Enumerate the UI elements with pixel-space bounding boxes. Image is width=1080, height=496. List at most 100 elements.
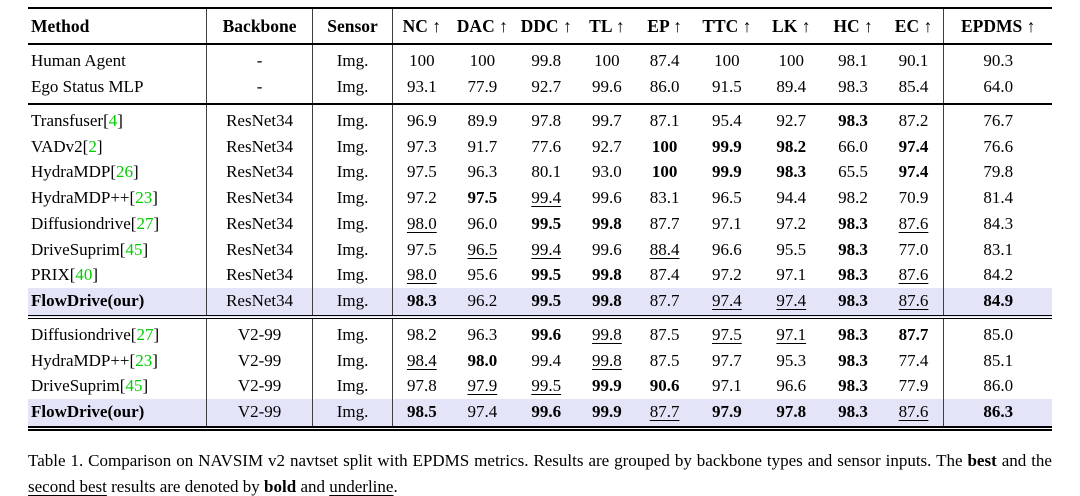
citation-bracket: [	[103, 110, 109, 130]
citation-link[interactable]: 23	[135, 188, 153, 208]
metric-cell-dac: 91.7	[451, 134, 514, 160]
metric-cell-epdms: 84.9	[943, 288, 1052, 317]
metric-cell-dac: 97.9	[451, 373, 514, 399]
metric-value: 97.4	[776, 291, 807, 311]
metric-value: 96.5	[711, 188, 742, 208]
col-header-nc: NC ↑	[392, 6, 451, 46]
citation-bracket: [	[82, 136, 89, 156]
row-hydramdp: HydraMDP[26] ResNet34 Img. 97.5 96.3 80.1 93.0…	[28, 159, 1052, 186]
metric-value: 98.3	[838, 376, 868, 396]
metric-cell-lk: 89.4	[760, 74, 822, 104]
citation-link[interactable]: 27	[136, 324, 154, 344]
metric-cell-hc: 98.1	[822, 44, 883, 74]
metric-cell-epdms: 64.0	[943, 74, 1052, 104]
metric-value: 85.1	[983, 350, 1014, 370]
col-header-ddc: DDC ↑	[514, 6, 579, 46]
metric-value: 79.8	[983, 162, 1014, 182]
metric-value: 77.0	[898, 239, 929, 259]
metric-cell-epdms: 81.4	[943, 185, 1052, 211]
metric-value: 99.6	[592, 239, 622, 259]
metric-cell-ec: 77.4	[884, 348, 944, 374]
metric-cell-hc: 98.3	[822, 102, 884, 134]
metric-cell-dac: 96.2	[450, 288, 514, 317]
sensor-cell: Img.	[312, 288, 393, 317]
row-flowdrive-our: FlowDrive(our) V2-99 Img. 98.5 97.4 99.6 99.9 8…	[28, 399, 1052, 431]
caption-segment: best	[967, 450, 997, 470]
metric-cell-ddc: 97.8	[514, 102, 579, 134]
row-hydramdp: HydraMDP++[23] ResNet34 Img. 97.2 97.5 99.4 99…	[28, 185, 1052, 211]
metric-cell-ttc: 91.5	[694, 74, 760, 104]
citation-link[interactable]: 45	[125, 376, 143, 396]
metric-value: 98.4	[406, 350, 437, 370]
citation-link[interactable]: 45	[125, 239, 143, 259]
metric-value: 86.0	[649, 77, 680, 97]
metric-value: 93.1	[406, 77, 437, 97]
citation-link[interactable]: 27	[136, 213, 154, 233]
metric-value: 89.9	[467, 110, 498, 130]
metric-cell-tl: 93.0	[578, 159, 635, 185]
citation-bracket: [	[119, 376, 126, 396]
citation-bracket: [	[110, 162, 117, 182]
metric-value: 97.1	[711, 376, 742, 396]
metric-cell-nc: 98.4	[393, 348, 451, 374]
metric-value: 99.6	[531, 402, 562, 422]
metric-cell-ttc: 99.9	[694, 159, 760, 185]
citation-link[interactable]: 23	[135, 350, 153, 370]
metric-value: 97.5	[467, 188, 498, 208]
citation-link[interactable]: 40	[75, 265, 93, 285]
metric-cell-hc: 98.3	[822, 211, 883, 237]
metric-cell-tl: 100	[578, 44, 635, 74]
method-cell: HydraMDP[26]	[28, 159, 208, 186]
metric-cell-tl: 99.8	[578, 211, 635, 237]
metric-value: 98.3	[776, 162, 807, 182]
metric-value: 87.5	[649, 350, 680, 370]
metric-cell-dac: 96.3	[451, 159, 514, 185]
metric-cell-nc: 98.0	[393, 262, 451, 288]
citation-link[interactable]: 2	[88, 136, 97, 156]
metric-value: 95.3	[776, 350, 807, 370]
metric-cell-tl: 99.8	[578, 348, 635, 374]
caption-segment: bold	[264, 477, 297, 496]
method-cell: Diffusiondrive[27]	[28, 210, 208, 237]
metric-cell-epdms: 84.3	[943, 210, 1052, 237]
metric-cell-hc: 98.3	[822, 237, 883, 263]
backbone-cell: ResNet34	[206, 210, 314, 237]
metric-value: 77.9	[467, 77, 498, 97]
metric-value: 96.5	[467, 239, 498, 259]
metric-value: 97.8	[406, 376, 437, 396]
metric-value: 96.0	[467, 213, 498, 233]
citation-link[interactable]: 26	[116, 162, 134, 182]
sensor-cell: Img.	[312, 210, 393, 237]
metric-cell-ddc: 99.5	[514, 288, 579, 317]
citation-bracket: [	[130, 213, 137, 233]
metric-value: 100	[778, 51, 804, 71]
metric-value: 87.7	[649, 213, 680, 233]
metric-cell-ddc: 99.8	[514, 44, 578, 74]
metric-value: 99.8	[531, 51, 562, 71]
metric-value: 99.6	[592, 188, 622, 208]
sensor-cell: Img.	[312, 373, 393, 400]
citation-link[interactable]: 4	[108, 110, 118, 130]
metric-value: 99.9	[592, 376, 622, 396]
group-v299: Diffusiondrive[27] V2-99 Img. 98.2 96.3 99.6 9…	[28, 314, 1052, 431]
metric-cell-dac: 97.5	[451, 185, 514, 211]
method-name: Ego Status MLP	[31, 77, 144, 97]
metric-value: 97.1	[711, 213, 742, 233]
metric-value: 77.6	[531, 136, 562, 156]
caption-segment: and the	[996, 450, 1052, 470]
metric-cell-ep: 87.5	[635, 348, 693, 374]
metric-cell-tl: 99.6	[578, 74, 635, 104]
metric-cell-hc: 98.2	[822, 185, 883, 211]
metric-cell-tl: 99.7	[578, 102, 636, 134]
row-ego-status-mlp: Ego Status MLP - Img. 93.1 77.9 92.7 99.6 86.0 9…	[28, 74, 1052, 104]
results-table: Method Backbone Sensor NC ↑ DAC ↑ DDC ↑ TL ↑ EP…	[28, 6, 1052, 431]
sensor-cell: Img.	[312, 347, 393, 374]
metric-value: 89.4	[776, 77, 807, 97]
metric-cell-ep: 86.0	[635, 74, 693, 104]
metric-cell-lk: 97.4	[760, 288, 823, 317]
metric-cell-lk: 97.1	[760, 314, 823, 348]
metric-value: 76.7	[983, 110, 1014, 130]
metric-value: 98.5	[406, 402, 437, 422]
sensor-cell: Img.	[312, 133, 393, 160]
method-cell: Ego Status MLP	[28, 74, 208, 104]
